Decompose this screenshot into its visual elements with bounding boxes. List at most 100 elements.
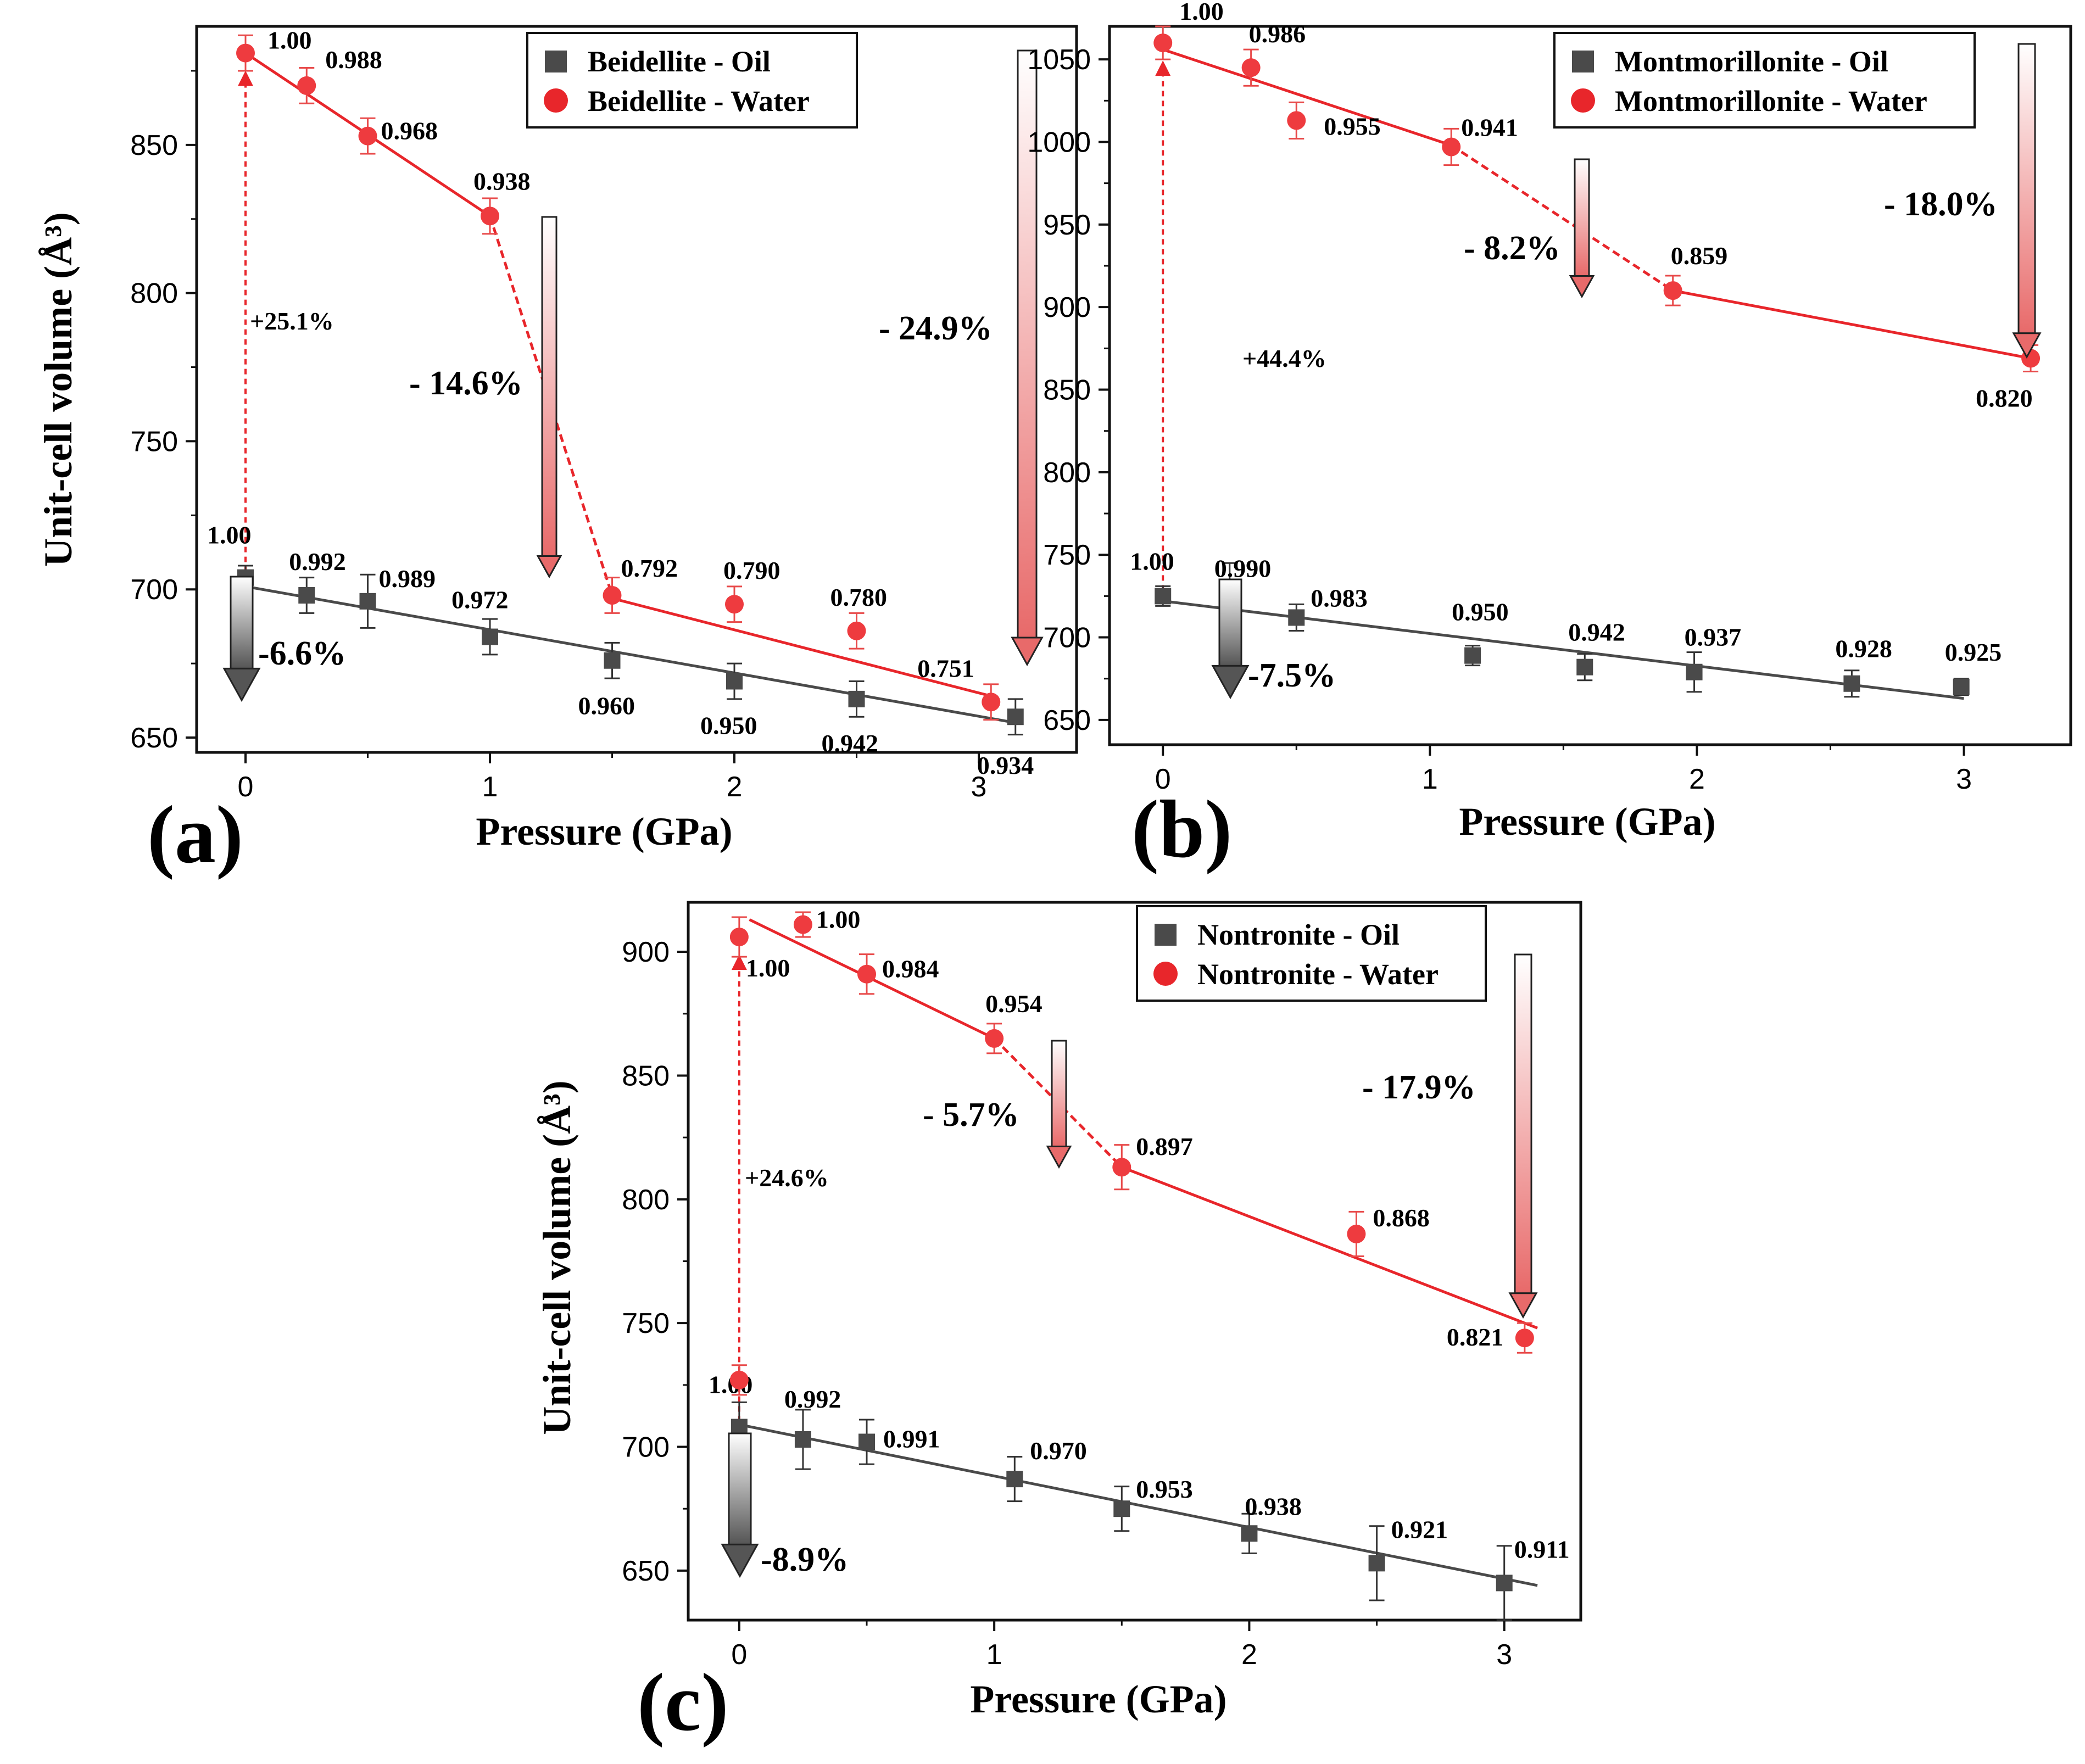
panel-b-y-tick-label: 800 (1043, 457, 1091, 489)
panel-c-water-data-label: 0.868 (1373, 1204, 1430, 1232)
panel-a-change-arrow-1-stem (230, 576, 254, 669)
panel-c-water-extra-point (729, 1370, 749, 1389)
panel-a-oil-data-label: 0.992 (289, 548, 346, 576)
panel-a-change-arrow-2 (536, 216, 562, 579)
panel-a-letter: (a) (147, 789, 243, 880)
panel-a-oil-data-label: 0.950 (700, 711, 757, 739)
panel-c-y-tick-label: 900 (622, 936, 670, 968)
panel-c-y-tick-label: 700 (622, 1432, 670, 1464)
panel-b-y-tick-label: 950 (1043, 209, 1091, 241)
panel-b-letter: (b) (1131, 784, 1232, 875)
panel-b-legend-water-label: Montmorillonite - Water (1615, 85, 1927, 118)
panel-c-change-arrow-1 (721, 1432, 759, 1578)
panel-a-change-arrow-1 (222, 576, 261, 702)
panel-a-legend-box (526, 32, 858, 129)
panel-c-water-point (793, 915, 812, 934)
panel-a-water-data-label: 0.792 (621, 554, 678, 582)
panel-c-x-tick-label: 2 (1241, 1639, 1257, 1671)
panel-c-oil-point (1496, 1575, 1513, 1592)
panel-b-oil-data-label: 0.928 (1835, 635, 1892, 663)
panel-b-x-axis-title: Pressure (GPa) (1459, 800, 1715, 844)
panel-a-oil-point (604, 652, 621, 669)
panel-a-water-point (603, 586, 622, 605)
panel-b-change-arrow-1 (1211, 578, 1250, 700)
panel-c-y-tick-label: 650 (622, 1555, 670, 1587)
panel-b-y-tick-label: 1000 (1027, 126, 1091, 158)
panel-b-annotation-transition: - 8.2% (1464, 230, 1560, 267)
panel-b-legend-box (1553, 32, 1976, 129)
panel-a-water-point (725, 595, 744, 614)
panel-b-change-arrow-2-head (1569, 275, 1595, 299)
panel-b-water-point (1287, 111, 1306, 130)
panel-b-y-tick-label: 1050 (1027, 44, 1091, 76)
panel-b-water-point (1442, 137, 1461, 157)
panel-b-oil-data-label: 0.950 (1452, 598, 1509, 626)
panel-c-oil-point (1368, 1555, 1385, 1572)
panel-b-oil-data-label: 0.983 (1311, 584, 1368, 612)
panel-c-oil-point (1006, 1471, 1023, 1488)
panel-a-legend-oil-label: Beidellite - Oil (588, 45, 771, 78)
panel-b-oil-point (1288, 609, 1305, 626)
panel-c-water-data-label: 0.897 (1136, 1132, 1193, 1160)
panel-c-annotation-oil-change: -8.9% (761, 1541, 849, 1578)
panel-b-x-tick-label: 1 (1422, 763, 1438, 795)
panel-b-change-arrow-1-head (1211, 665, 1250, 700)
panel-b-oil-data-label: 1.00 (1130, 547, 1174, 575)
panel-a-oil-point (298, 587, 315, 604)
panel-a-oil-data-label: 0.972 (451, 586, 509, 614)
panel-b-legend-oil-marker (1572, 51, 1594, 72)
panel-a-annotation-hydration: +25.1% (250, 307, 334, 335)
panel-c-change-arrow-2-stem (1051, 1040, 1067, 1148)
panel-c-oil-data-label: 0.911 (1514, 1535, 1570, 1563)
panel-b-y-tick-label: 850 (1043, 375, 1091, 406)
panel-c-legend-water-marker (1153, 962, 1178, 986)
panel-c-x-tick-label: 0 (731, 1639, 747, 1671)
panel-c-water-point (1515, 1328, 1534, 1348)
panel-b-water-data-label: 0.859 (1671, 242, 1728, 270)
panel-a-water-data-label: 0.751 (917, 654, 974, 682)
panel-c-water-fit-line-2 (1121, 1165, 1538, 1330)
panel-b-water-data-label: 0.986 (1249, 20, 1306, 48)
panel-b-oil-data-label: 0.942 (1568, 618, 1625, 646)
panel-b-change-arrow-1-stem (1218, 578, 1242, 667)
panel-b-water-fit-line-1 (1162, 48, 1452, 147)
panel-c-oil-point (794, 1431, 811, 1448)
panel-c-x-tick-label: 3 (1496, 1639, 1512, 1671)
panel-b-oil-data-label: 0.937 (1685, 623, 1742, 651)
panel-c-water-data-label: 1.00 (816, 906, 861, 934)
panel-c-annotation-transition: - 5.7% (923, 1096, 1019, 1134)
panel-b-oil-point (1464, 647, 1481, 664)
panel-a-change-arrow-3-head (1011, 637, 1044, 667)
panel-b-annotation-hydration: +44.4% (1242, 344, 1326, 372)
panel-c-change-arrow-1-stem (728, 1432, 752, 1545)
panel-b-water-data-label: 0.820 (1976, 384, 2033, 412)
panel-c-water-point (1112, 1158, 1131, 1177)
panel-a-water-data-label: 0.780 (830, 583, 888, 611)
panel-a-water-data-label: 0.968 (381, 117, 438, 145)
panel-a: 0 1 2 3 650 700 750 800 850 Pressure (GPa) Unit-ce… (36, 25, 1078, 880)
panel-a-oil-point (1007, 708, 1024, 725)
panel-c-change-arrow-1-head (721, 1543, 759, 1578)
panel-b: 0 1 2 3 650 700 750 800 850 900 950 1000 1050 Pressur… (1027, 0, 2072, 875)
panel-b-water-point (1241, 58, 1261, 77)
panel-b-water-point (1153, 34, 1173, 53)
panel-a-water-data-label: 0.988 (325, 46, 382, 74)
panel-c-y-tick-label: 850 (622, 1060, 670, 1092)
panel-c-hydration-arrowhead (731, 954, 747, 970)
panel-b-oil-point (1686, 663, 1703, 680)
panel-b-y-tick-label: 650 (1043, 705, 1091, 736)
panel-b-oil-point (1576, 658, 1593, 676)
panel-a-annotation-oil-change: -6.6% (258, 635, 346, 672)
panel-b-oil-point (1843, 675, 1860, 692)
panel-b-y-tick-label: 700 (1043, 622, 1091, 654)
panel-b-change-arrow-3-head (2012, 332, 2042, 359)
panel-c-oil-data-label: 0.992 (784, 1385, 841, 1413)
panel-c-oil-data-label: 0.953 (1136, 1475, 1193, 1503)
panel-a-y-tick-label: 650 (130, 722, 178, 754)
panel-c-y-tick-label: 750 (622, 1308, 670, 1339)
panel-b-oil-point (1953, 678, 1970, 695)
panel-a-oil-data-label: 1.00 (207, 521, 252, 549)
panel-a-water-point (236, 43, 255, 63)
panel-a-change-arrow-2-stem (541, 216, 558, 557)
panel-c-legend-water-label: Nontronite - Water (1197, 958, 1439, 991)
